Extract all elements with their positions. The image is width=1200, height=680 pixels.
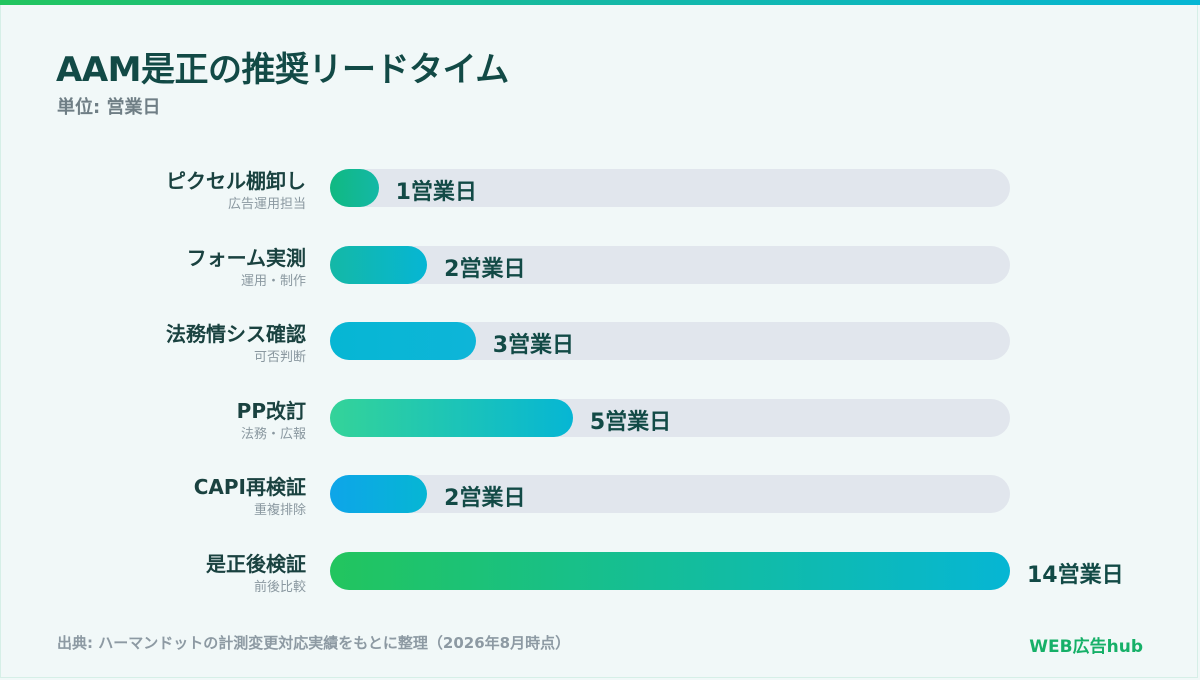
bar [330,245,428,284]
value-label: 2営業日 [444,256,526,282]
bar [330,322,476,361]
bar-track [330,552,1010,590]
bar-row: ピクセル棚卸し広告運用担当 1営業日 [0,169,1200,229]
category-sublabel: 運用・制作 [240,273,306,289]
value-label: 5営業日 [589,409,672,435]
bar-track [330,169,1010,207]
bar [330,475,428,514]
bar-track [330,245,1010,284]
bar-row: PP改訂法務・広報 5営業日 [0,398,1200,459]
category-sublabel: 広告運用担当 [227,197,306,212]
bar-track [330,322,1010,361]
top-accent-bar [0,0,1200,5]
bar-row: CAPI再検証重複排除 2営業日 [0,475,1200,535]
category-sublabel: 法務・広報 [240,426,306,442]
bar [330,552,1010,590]
bar-row: 是正後検証前後比較 14営業日 [0,552,1200,612]
bar-track [330,398,1010,437]
value-label: 1営業日 [395,180,477,205]
category-label: ピクセル棚卸し [166,169,306,193]
category-sublabel: 可否判断 [253,350,306,366]
category-label: 法務情シス確認 [166,322,306,347]
category-label: フォーム実測 [186,245,306,270]
bar-row: フォーム実測運用・制作 2営業日 [0,245,1200,306]
chart-title: AAM是正の推奨リードタイム [56,50,509,90]
bar [330,169,379,207]
value-label: 3営業日 [492,333,575,359]
bar-track [330,475,1010,514]
value-label: 14営業日 [1027,563,1124,588]
category-label: PP改訂 [236,398,306,423]
bar-row: 法務情シス確認可否判断 3営業日 [0,322,1200,382]
value-label: 2営業日 [444,486,526,512]
bar [330,398,573,437]
category-label: 是正後検証 [206,552,306,576]
card-frame [0,5,1198,678]
brand-logo: WEB広告hub [1029,637,1143,657]
category-label: CAPI再検証 [193,475,306,500]
category-sublabel: 重複排除 [253,503,306,519]
category-sublabel: 前後比較 [253,580,306,595]
source-note: 出典: ハーマンドットの計測変更対応実績をもとに整理（2026年8月時点） [57,634,571,652]
unit-label: 単位: 営業日 [57,97,161,118]
